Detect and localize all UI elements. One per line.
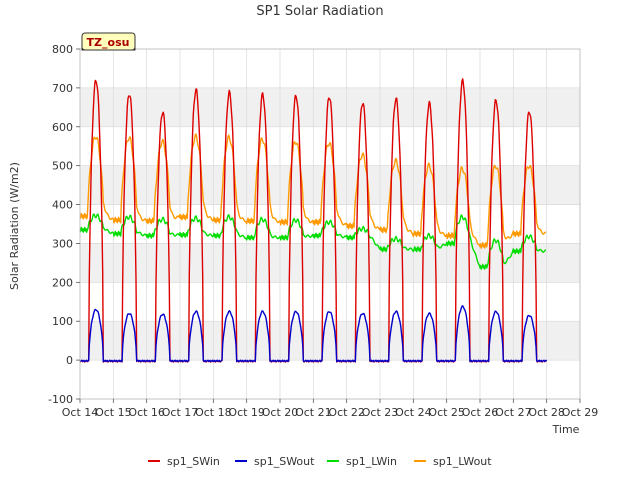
plot-band — [80, 321, 580, 361]
x-tick-label: Oct 26 — [462, 406, 499, 419]
series-line-sp1_SWout — [79, 305, 548, 363]
plot-band — [80, 165, 580, 205]
annotation-box: TZ_osu — [81, 32, 136, 51]
plot-band — [80, 87, 580, 127]
x-tick-label: Oct 18 — [195, 406, 232, 419]
x-tick-label: Oct 23 — [362, 406, 399, 419]
x-tick-label: Oct 17 — [162, 406, 199, 419]
legend-label-sp1_SWout: sp1_SWout — [254, 455, 315, 468]
x-tick-label: Oct 22 — [328, 406, 365, 419]
y-tick-label: 500 — [52, 160, 73, 173]
y-tick-label: 400 — [52, 199, 73, 212]
x-tick-label: Oct 25 — [428, 406, 465, 419]
legend-label-sp1_SWin: sp1_SWin — [167, 455, 220, 468]
plot-band — [80, 243, 580, 283]
y-tick-label: 600 — [52, 121, 73, 134]
x-axis-title: Time — [552, 423, 580, 436]
legend-label-sp1_LWout: sp1_LWout — [433, 455, 492, 468]
x-tick-label: Oct 16 — [128, 406, 165, 419]
plot-frame — [79, 48, 581, 400]
y-tick-label: 0 — [66, 354, 73, 367]
y-tick-label: 200 — [52, 276, 73, 289]
x-tick-label: Oct 15 — [95, 406, 132, 419]
x-tick-label: Oct 14 — [62, 406, 99, 419]
x-tick-label: Oct 27 — [495, 406, 532, 419]
y-axis-ticks: -100 0 100 200 300 400 500 600 700 800 — [48, 43, 80, 406]
legend: sp1_SWin sp1_SWout sp1_LWin sp1_LWout — [148, 455, 492, 468]
x-tick-label: Oct 19 — [228, 406, 265, 419]
y-tick-label: 300 — [52, 237, 73, 250]
annotation-box-frame — [81, 32, 136, 51]
x-tick-label: Oct 24 — [395, 406, 432, 419]
x-tick-label: Oct 20 — [262, 406, 299, 419]
x-tick-label: Oct 28 — [528, 406, 565, 419]
y-tick-label: -100 — [48, 393, 73, 406]
y-tick-label: 100 — [52, 315, 73, 328]
y-axis-title: Solar Radiation (W/m2) — [8, 162, 21, 290]
x-tick-label: Oct 21 — [295, 406, 332, 419]
y-tick-label: 800 — [52, 43, 73, 56]
legend-label-sp1_LWin: sp1_LWin — [346, 455, 397, 468]
series-lines — [79, 78, 548, 363]
chart-title: SP1 Solar Radiation — [256, 4, 383, 19]
x-tick-label: Oct 29 — [562, 406, 599, 419]
annotation-text: TZ_osu — [87, 36, 130, 49]
y-tick-label: 700 — [52, 82, 73, 95]
